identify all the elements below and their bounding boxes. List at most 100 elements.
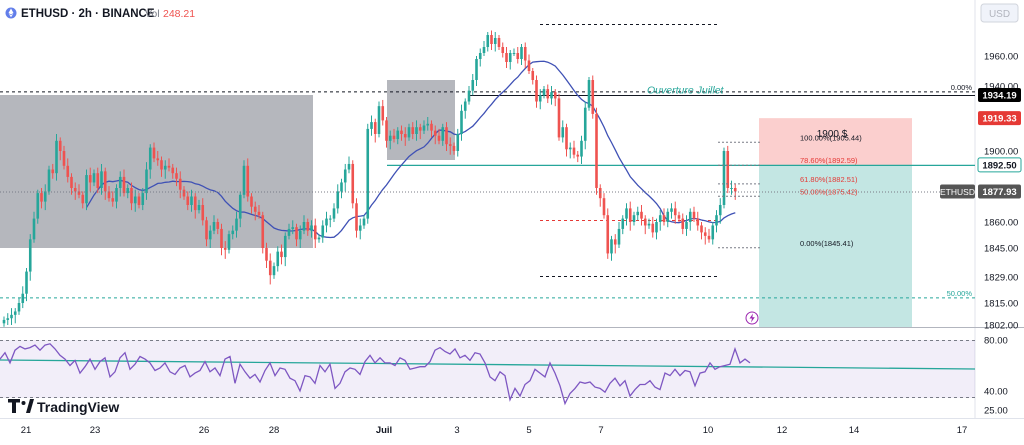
candle[interactable] (186, 196, 190, 206)
candle[interactable] (598, 188, 602, 199)
candle[interactable] (235, 218, 238, 231)
candle[interactable] (332, 208, 336, 219)
candle[interactable] (396, 130, 400, 140)
candle[interactable] (111, 198, 115, 202)
candle[interactable] (246, 165, 250, 197)
candle[interactable] (692, 211, 696, 219)
candle[interactable] (580, 140, 583, 157)
candle[interactable] (325, 218, 328, 226)
candle[interactable] (193, 196, 197, 211)
candle[interactable] (220, 228, 223, 248)
candle[interactable] (673, 208, 677, 216)
candle[interactable] (250, 196, 253, 207)
candle[interactable] (478, 53, 482, 59)
candle[interactable] (81, 194, 85, 204)
candle[interactable] (433, 130, 437, 136)
candle[interactable] (527, 60, 531, 72)
candle[interactable] (591, 80, 595, 114)
flash-icon[interactable] (745, 311, 759, 325)
candle[interactable] (10, 314, 13, 319)
candle[interactable] (613, 239, 617, 245)
candle[interactable] (36, 193, 40, 219)
candle[interactable] (670, 208, 673, 212)
candle[interactable] (373, 122, 377, 134)
candle[interactable] (662, 215, 666, 222)
candle[interactable] (456, 134, 460, 151)
candle[interactable] (70, 176, 73, 188)
candle[interactable] (707, 235, 711, 240)
candle[interactable] (328, 218, 332, 220)
candle[interactable] (606, 215, 610, 254)
candle[interactable] (190, 196, 193, 206)
candle[interactable] (726, 151, 730, 188)
candle[interactable] (160, 160, 163, 170)
price-tag[interactable] (978, 88, 1021, 103)
candle[interactable] (43, 191, 47, 202)
candle[interactable] (718, 205, 722, 216)
candle[interactable] (313, 225, 317, 240)
candle[interactable] (565, 127, 568, 150)
candle[interactable] (497, 38, 501, 47)
candle[interactable] (13, 311, 17, 315)
candle[interactable] (130, 188, 133, 204)
candle[interactable] (512, 53, 516, 54)
candle[interactable] (471, 80, 475, 91)
candle[interactable] (17, 303, 21, 312)
candle[interactable] (272, 266, 276, 276)
candle[interactable] (418, 127, 422, 131)
candle[interactable] (366, 128, 370, 219)
candle[interactable] (122, 176, 126, 194)
candle[interactable] (145, 169, 148, 194)
candle[interactable] (572, 147, 576, 155)
candle[interactable] (25, 271, 28, 294)
candle[interactable] (535, 80, 538, 102)
candle[interactable] (621, 218, 625, 229)
candle[interactable] (640, 211, 643, 219)
candle[interactable] (55, 140, 58, 174)
candle[interactable] (553, 92, 557, 99)
candle[interactable] (441, 127, 445, 141)
candle[interactable] (291, 227, 295, 229)
candle[interactable] (306, 222, 310, 231)
candle[interactable] (92, 173, 96, 183)
candle[interactable] (516, 53, 520, 59)
candle[interactable] (163, 165, 167, 170)
candle[interactable] (523, 47, 527, 61)
candle[interactable] (257, 211, 261, 216)
price-scale[interactable] (975, 0, 1024, 418)
candle[interactable] (268, 260, 272, 276)
candle[interactable] (182, 189, 186, 197)
candle[interactable] (666, 211, 670, 222)
candle[interactable] (730, 188, 733, 189)
candle[interactable] (276, 251, 280, 267)
candle[interactable] (351, 163, 355, 204)
candle[interactable] (422, 125, 426, 131)
candle[interactable] (696, 218, 700, 226)
candle[interactable] (265, 248, 268, 261)
candle[interactable] (385, 120, 388, 141)
candle[interactable] (677, 215, 681, 219)
candle[interactable] (100, 171, 103, 188)
candle[interactable] (681, 218, 685, 229)
candle[interactable] (231, 230, 235, 235)
symbol-tag[interactable] (940, 184, 975, 199)
candle[interactable] (688, 211, 692, 222)
candle[interactable] (261, 215, 265, 248)
candle[interactable] (253, 206, 257, 212)
candle[interactable] (628, 208, 632, 222)
candle[interactable] (490, 35, 493, 44)
candle[interactable] (178, 178, 182, 190)
candle[interactable] (703, 232, 707, 236)
candle[interactable] (610, 239, 613, 254)
candle[interactable] (602, 198, 606, 216)
candle[interactable] (107, 191, 111, 199)
candle[interactable] (377, 106, 381, 134)
candle[interactable] (362, 218, 366, 226)
candle[interactable] (216, 222, 220, 229)
candle[interactable] (445, 127, 448, 145)
candle[interactable] (583, 107, 587, 141)
candle[interactable] (321, 225, 325, 238)
currency-button[interactable] (980, 3, 1019, 23)
candle[interactable] (88, 175, 92, 183)
candle[interactable] (568, 147, 572, 150)
